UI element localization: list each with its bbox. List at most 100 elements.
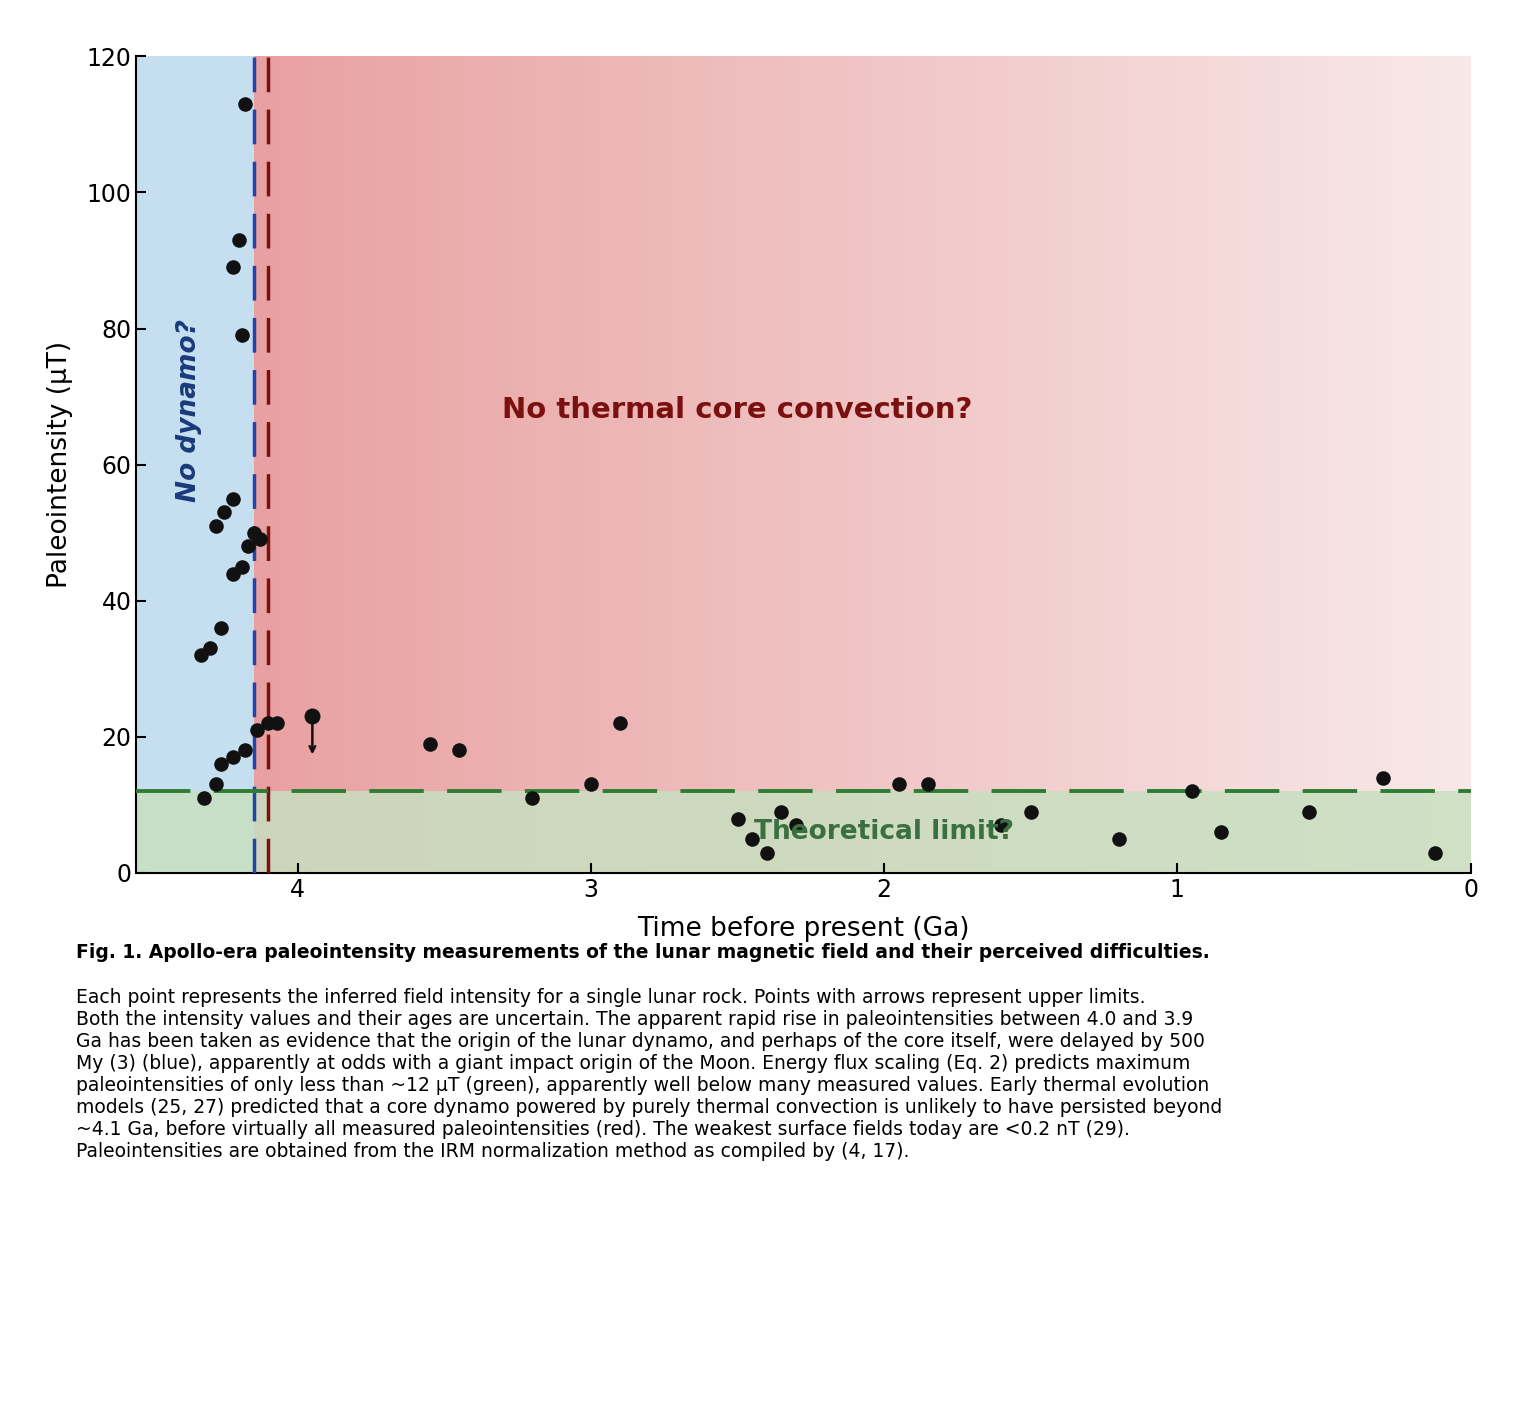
Bar: [732, 56, 737, 873]
Bar: [1361, 56, 1364, 873]
Bar: [1289, 56, 1292, 873]
Bar: [490, 56, 493, 873]
Bar: [550, 56, 553, 873]
Bar: [1264, 56, 1267, 873]
Bar: [655, 56, 659, 873]
Bar: [449, 56, 452, 873]
Bar: [887, 56, 890, 873]
Bar: [408, 56, 412, 873]
Bar: [749, 56, 752, 873]
Bar: [1381, 56, 1386, 873]
Bar: [713, 56, 716, 873]
Bar: [838, 56, 841, 873]
Bar: [400, 56, 403, 873]
Bar: [1202, 56, 1207, 873]
Bar: [785, 56, 790, 873]
Bar: [1414, 56, 1417, 873]
Bar: [1052, 56, 1057, 873]
Point: [1370, 766, 1395, 788]
Text: No thermal core convection?: No thermal core convection?: [502, 396, 973, 424]
Bar: [452, 56, 456, 873]
Bar: [1267, 56, 1272, 873]
Bar: [1340, 56, 1345, 873]
Bar: [553, 56, 558, 873]
Bar: [565, 56, 570, 873]
Bar: [691, 56, 696, 873]
Bar: [790, 56, 793, 873]
Bar: [485, 56, 490, 873]
Bar: [761, 56, 764, 873]
Bar: [1032, 56, 1037, 873]
Bar: [964, 56, 967, 873]
Bar: [578, 56, 582, 873]
Bar: [1280, 56, 1284, 873]
Point: [247, 528, 271, 551]
Bar: [388, 56, 391, 873]
Bar: [594, 56, 599, 873]
Bar: [1093, 56, 1098, 873]
Point: [256, 712, 280, 735]
Bar: [464, 56, 468, 873]
Point: [300, 705, 324, 728]
Bar: [773, 56, 776, 873]
Bar: [863, 56, 866, 873]
Bar: [437, 56, 440, 873]
Bar: [347, 56, 352, 873]
Bar: [1231, 56, 1236, 873]
Bar: [1272, 56, 1276, 873]
Bar: [599, 56, 602, 873]
Bar: [878, 56, 882, 873]
Bar: [664, 56, 667, 873]
Point: [1107, 828, 1131, 850]
Bar: [424, 56, 428, 873]
Bar: [1422, 56, 1427, 873]
Bar: [919, 56, 923, 873]
Bar: [522, 56, 526, 873]
Bar: [1239, 56, 1243, 873]
Point: [209, 617, 233, 639]
Bar: [728, 56, 732, 873]
Bar: [667, 56, 672, 873]
Bar: [923, 56, 926, 873]
Point: [235, 535, 259, 558]
Bar: [1345, 56, 1349, 873]
Bar: [306, 56, 311, 873]
Bar: [444, 56, 449, 873]
Bar: [299, 56, 302, 873]
Bar: [1025, 56, 1028, 873]
Bar: [1214, 56, 1219, 873]
Bar: [1110, 56, 1114, 873]
Point: [579, 773, 603, 796]
Bar: [1154, 56, 1158, 873]
Bar: [931, 56, 935, 873]
Bar: [1458, 56, 1463, 873]
Bar: [1386, 56, 1389, 873]
Bar: [628, 56, 631, 873]
Bar: [1434, 56, 1439, 873]
Bar: [343, 56, 347, 873]
Bar: [1064, 56, 1069, 873]
Point: [233, 93, 258, 115]
Bar: [1427, 56, 1430, 873]
Bar: [1248, 56, 1252, 873]
Bar: [752, 56, 756, 873]
Bar: [1304, 56, 1308, 873]
Bar: [725, 56, 728, 873]
Bar: [1333, 56, 1337, 873]
Bar: [870, 56, 875, 873]
Bar: [882, 56, 887, 873]
Bar: [647, 56, 652, 873]
Bar: [679, 56, 684, 873]
Point: [1019, 800, 1043, 822]
Bar: [976, 56, 979, 873]
Bar: [327, 56, 330, 873]
Bar: [988, 56, 991, 873]
Bar: [935, 56, 940, 873]
Bar: [1410, 56, 1414, 873]
Bar: [1008, 56, 1013, 873]
Bar: [1129, 56, 1134, 873]
Point: [230, 555, 255, 577]
Bar: [940, 56, 943, 873]
Bar: [1320, 56, 1325, 873]
Bar: [1316, 56, 1320, 873]
